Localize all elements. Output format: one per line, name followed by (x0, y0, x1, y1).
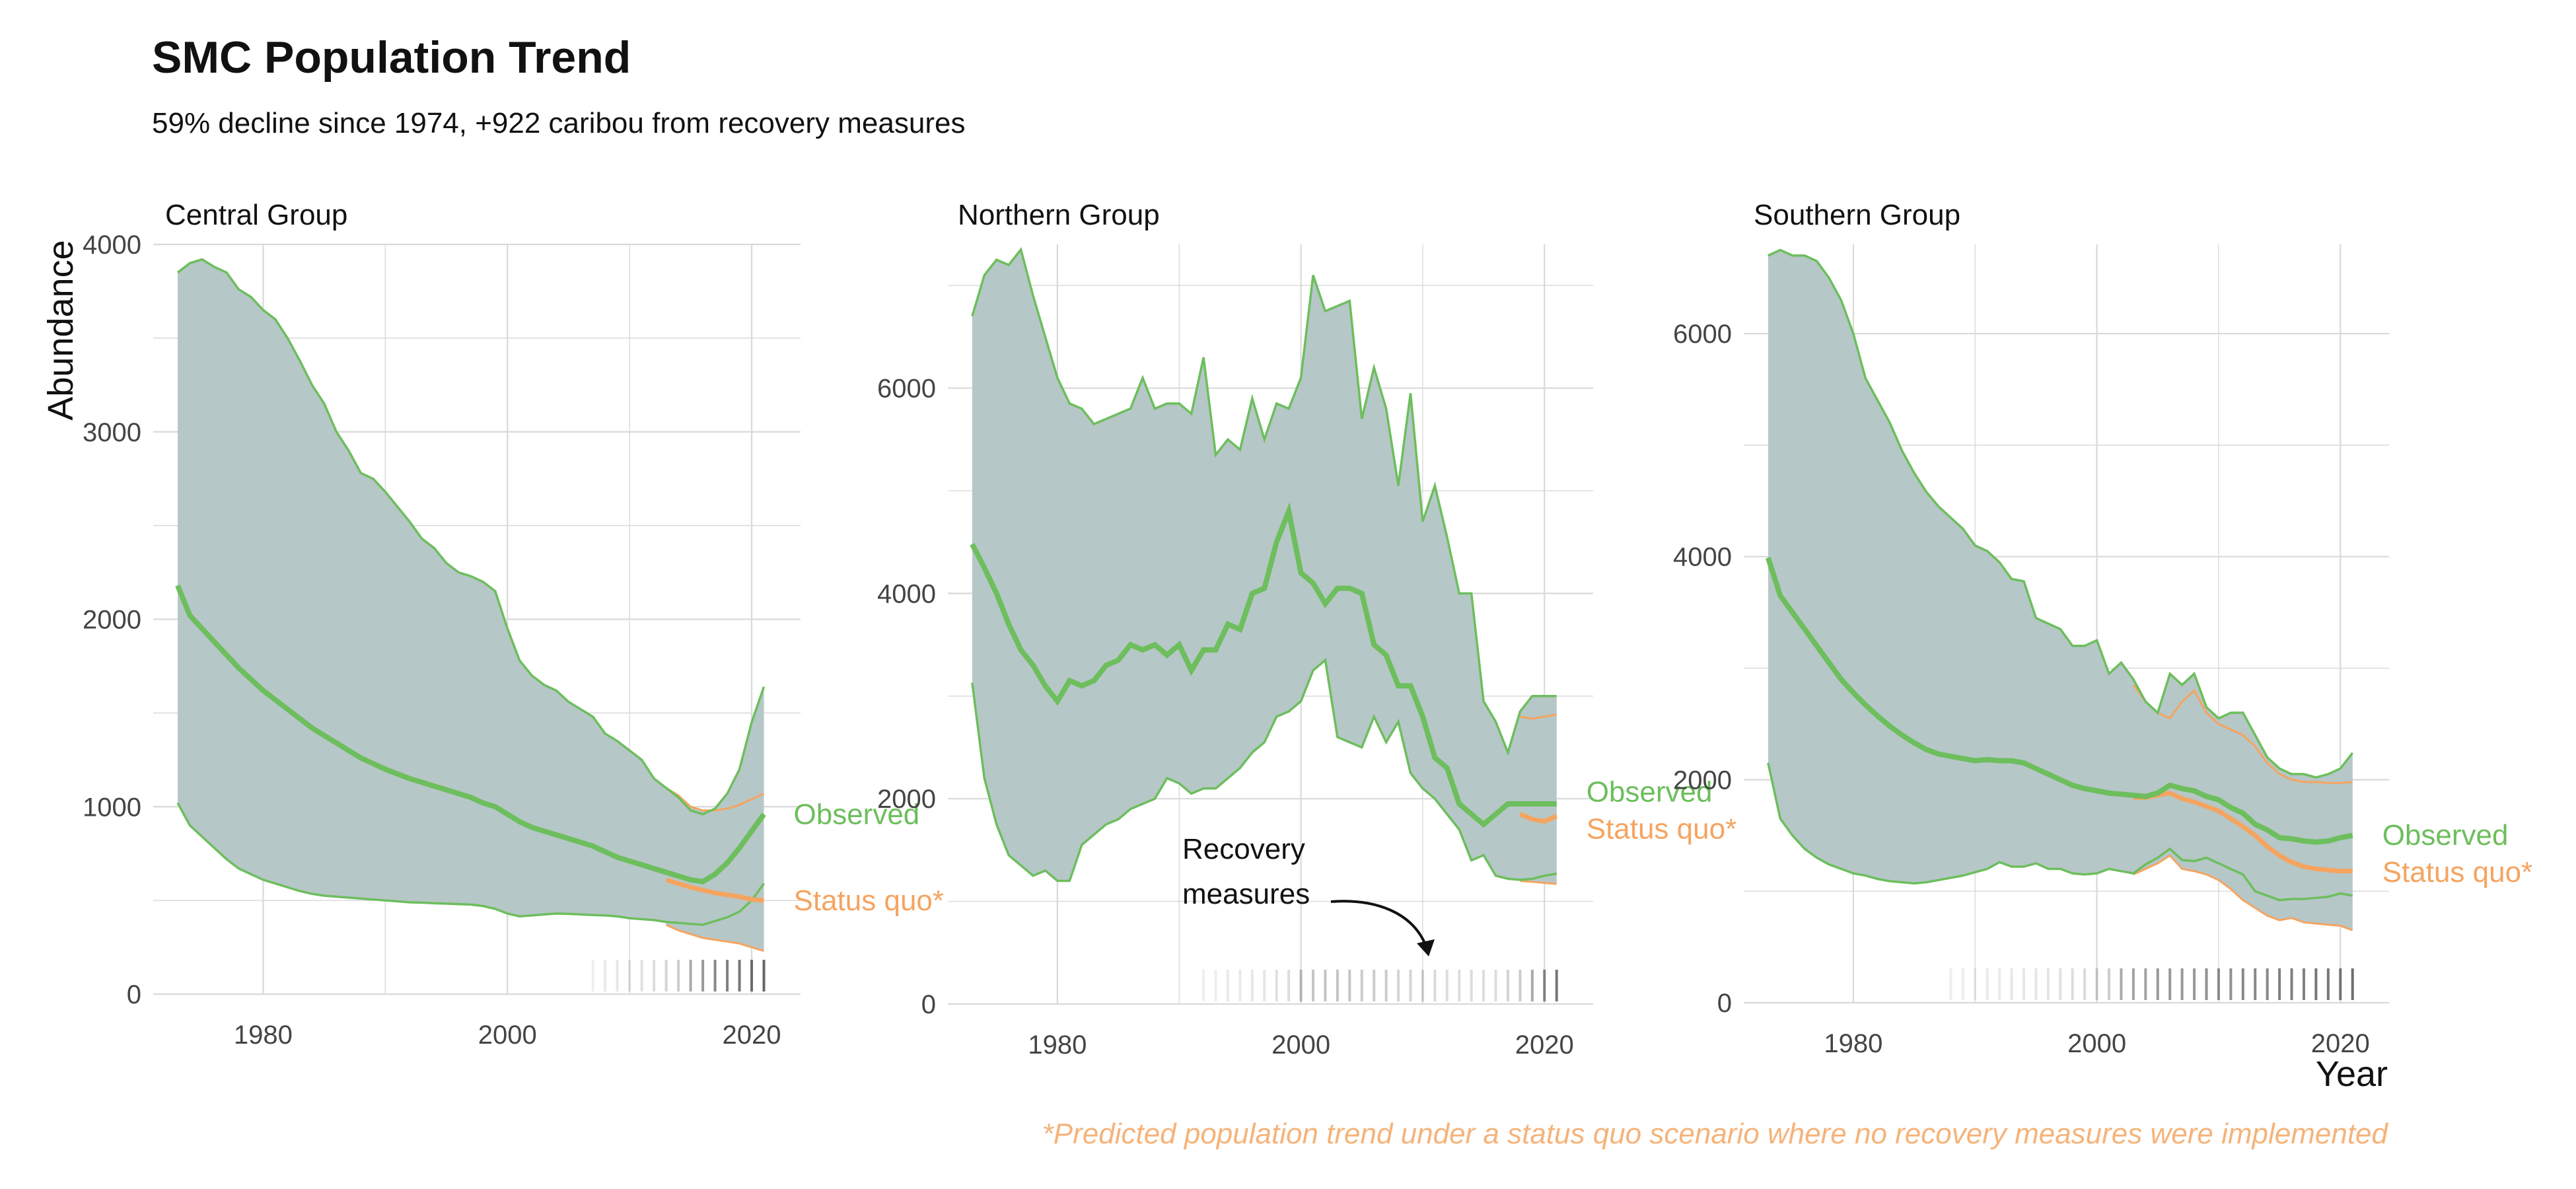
observed-lower-line (176, 802, 765, 926)
status-quo-upper-line (665, 787, 765, 812)
observed-lower-line (1767, 762, 2353, 902)
x-tick-label: 2000 (1271, 1030, 1330, 1060)
legend-observed-label: Observed (2382, 819, 2509, 851)
status-quo-lower-line (2133, 854, 2353, 931)
status-quo-band (1520, 714, 1557, 884)
y-tick-label: 3000 (83, 418, 141, 447)
x-tick-label: 2000 (2067, 1029, 2126, 1058)
observed-lower-line (971, 658, 1557, 883)
y-tick-label: 4000 (1673, 543, 1732, 572)
observed-upper-line (176, 258, 766, 816)
legend-observed-label: Observed (1587, 775, 1713, 808)
x-tick-label: 2020 (1515, 1030, 1574, 1060)
y-tick-label: 0 (1717, 989, 1732, 1018)
status-quo-upper-line (2132, 684, 2353, 784)
observed-upper-line (1768, 248, 2354, 779)
legend-status-quo-label: Status quo* (794, 884, 945, 917)
annotation-arrowhead (1417, 939, 1435, 956)
y-tick-label: 4000 (83, 231, 141, 260)
y-tick-label: 0 (921, 990, 936, 1019)
x-tick-label: 1980 (234, 1021, 293, 1050)
x-tick-label: 1980 (1028, 1030, 1087, 1060)
x-tick-label: 2020 (723, 1021, 781, 1050)
observed-median-line (1766, 557, 2353, 845)
observed-median-line (970, 501, 1557, 828)
x-tick-label: 1980 (1824, 1029, 1882, 1058)
observed-band (972, 249, 1557, 881)
panel-2: 0 2000 4000 6000 1980 2000 2020 Southern Group O… (1673, 199, 2532, 1058)
panel-0: 0 1000 2000 3000 4000 1980 2000 2020 Central Gro… (83, 199, 944, 1050)
panel-title: Central Group (165, 199, 347, 231)
legend-status-quo-label: Status quo* (1587, 812, 1737, 845)
annotation-text-line: measures (1182, 878, 1310, 910)
status-quo-upper-line (1520, 713, 1557, 720)
status-quo-lower-line (1520, 880, 1557, 885)
y-tick-label: 2000 (877, 785, 936, 814)
legend-observed-label: Observed (794, 799, 920, 831)
y-tick-label: 2000 (83, 606, 141, 635)
y-tick-label: 6000 (877, 375, 936, 404)
x-tick-label: 2000 (478, 1021, 537, 1050)
x-axis-label: Year (2315, 1054, 2388, 1094)
panel-1: 0 2000 4000 6000 1980 2000 2020 Northern Group O… (877, 199, 1736, 1060)
status-quo-band (2133, 684, 2353, 931)
observed-median-line (175, 584, 766, 884)
status-quo-median-line (665, 877, 764, 903)
footnote-caption: *Predicted population trend under a stat… (1042, 1118, 2388, 1150)
y-tick-label: 4000 (877, 579, 936, 608)
chart-subtitle: 59% decline since 1974, +922 caribou fro… (152, 107, 966, 139)
status-quo-median-line (2133, 790, 2353, 874)
y-tick-label: 2000 (1673, 766, 1732, 795)
annotation-text-line: Recovery (1182, 833, 1305, 865)
y-tick-label: 1000 (83, 793, 141, 822)
chart-title: SMC Population Trend (152, 32, 631, 83)
status-quo-lower-line (665, 923, 764, 953)
status-quo-median-line (1519, 812, 1558, 824)
panel-title: Northern Group (958, 199, 1160, 231)
legend-status-quo-label: Status quo* (2382, 856, 2533, 888)
status-quo-band (666, 787, 764, 951)
y-tick-label: 6000 (1673, 320, 1732, 349)
annotation-arrow (1330, 900, 1428, 949)
x-tick-label: 2020 (2311, 1029, 2370, 1058)
observed-band (177, 259, 764, 925)
y-tick-label: 0 (127, 980, 141, 1009)
observed-upper-line (971, 246, 1557, 756)
panel-title: Southern Group (1754, 199, 1960, 231)
